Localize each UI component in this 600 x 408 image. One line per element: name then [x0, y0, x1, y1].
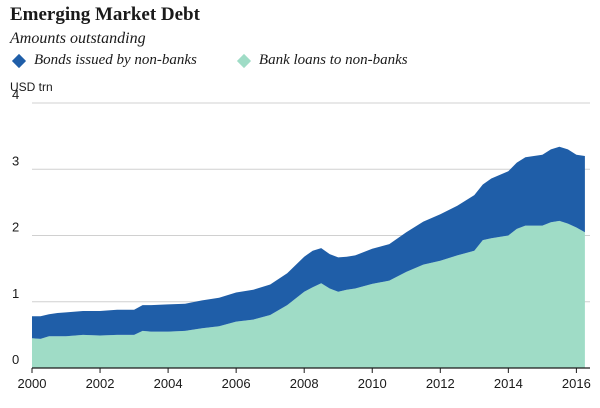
x-tick-label-3: 2006	[222, 376, 251, 391]
y-tick-label-1: 1	[12, 286, 19, 301]
x-tick-label-2: 2004	[154, 376, 183, 391]
y-tick-label-0: 0	[12, 352, 19, 367]
y-tick-label-4: 4	[12, 87, 19, 102]
legend-label-bonds: Bonds issued by non-banks	[34, 52, 197, 68]
y-tick-label-3: 3	[12, 153, 19, 168]
chart-subtitle: Amounts outstanding	[10, 30, 146, 47]
legend-label-loans: Bank loans to non-banks	[258, 52, 408, 68]
legend: Bonds issued by non-banks Bank loans to …	[10, 52, 446, 69]
x-tick-label-8: 2016	[562, 376, 591, 391]
legend-item-bonds: Bonds issued by non-banks	[10, 52, 197, 69]
x-tick-label-4: 2008	[290, 376, 319, 391]
axes: 0 1 2 3 4 2000 2002 2004 2006 2008 2010 2012 2014 201…	[12, 87, 591, 391]
x-tick-label-5: 2010	[358, 376, 387, 391]
x-tick-label-7: 2014	[494, 376, 523, 391]
y-tick-label-2: 2	[12, 220, 19, 235]
chart-title: Emerging Market Debt	[10, 4, 200, 25]
area-series	[32, 146, 585, 368]
y-axis-label: USD trn	[10, 80, 53, 94]
area-series-0	[32, 220, 585, 368]
legend-item-loans: Bank loans to non-banks	[235, 52, 408, 69]
x-tick-label-6: 2012	[426, 376, 455, 391]
x-tick-label-1: 2002	[86, 376, 115, 391]
area-series-1	[32, 146, 585, 339]
x-tick-label-0: 2000	[18, 376, 47, 391]
